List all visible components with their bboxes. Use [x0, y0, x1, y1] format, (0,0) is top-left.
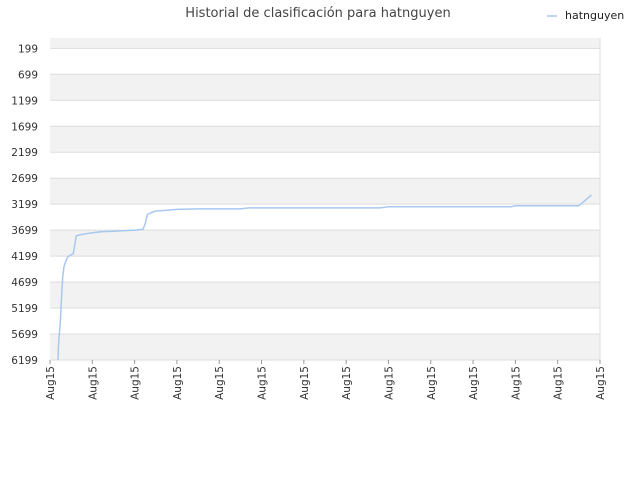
x-tick-label: Aug15 — [172, 366, 184, 400]
y-tick-label: 1199 — [11, 95, 38, 107]
y-tick-label: 4699 — [11, 277, 38, 289]
grid-band — [50, 74, 600, 101]
y-tick-label: 199 — [18, 43, 38, 55]
y-tick-label: 4199 — [11, 251, 38, 263]
x-tick-label: Aug15 — [299, 366, 311, 400]
grid-band — [50, 126, 600, 153]
y-tick-label: 2699 — [11, 173, 38, 185]
y-tick-label: 5699 — [11, 329, 38, 341]
y-tick-label: 2199 — [11, 147, 38, 159]
y-tick-label: 1699 — [11, 121, 38, 133]
x-tick-label: Aug15 — [595, 366, 607, 400]
legend[interactable]: hatnguyen — [547, 9, 624, 22]
x-tick-label: Aug15 — [87, 366, 99, 400]
x-tick-label: Aug15 — [45, 366, 57, 400]
series-line-hatnguyen — [57, 194, 592, 361]
grid-band — [50, 282, 600, 309]
chart-title: Historial de clasificación para hatnguye… — [185, 6, 450, 21]
x-tick-label: Aug15 — [426, 366, 438, 400]
y-tick-label: 699 — [18, 69, 38, 81]
y-tick-label: 3199 — [11, 199, 38, 211]
x-tick-label: Aug15 — [510, 366, 522, 400]
grid-band — [50, 178, 600, 205]
grid-band — [50, 230, 600, 257]
x-axis: Aug15 Aug15 Aug15 Aug15 Aug15 Aug15 Aug15 Aug15… — [45, 360, 607, 400]
y-tick-label: 6199 — [11, 355, 38, 367]
legend-label-hatnguyen: hatnguyen — [565, 9, 624, 22]
x-tick-label: Aug15 — [341, 366, 353, 400]
x-tick-label: Aug15 — [468, 366, 480, 400]
x-tick-label: Aug15 — [553, 366, 565, 400]
grid-band — [50, 334, 600, 360]
x-tick-label: Aug15 — [383, 366, 395, 400]
grid-band — [50, 38, 600, 49]
series-layer — [57, 194, 592, 361]
x-tick-label: Aug15 — [214, 366, 226, 400]
x-tick-label: Aug15 — [130, 366, 142, 400]
grid-bands — [50, 38, 600, 360]
gridlines — [50, 38, 601, 361]
y-axis: 199 699 1199 1699 2199 2699 3199 3699 4199 4699 51… — [11, 43, 38, 367]
x-tick-label: Aug15 — [257, 366, 269, 400]
y-tick-label: 5199 — [11, 303, 38, 315]
y-tick-label: 3699 — [11, 225, 38, 237]
